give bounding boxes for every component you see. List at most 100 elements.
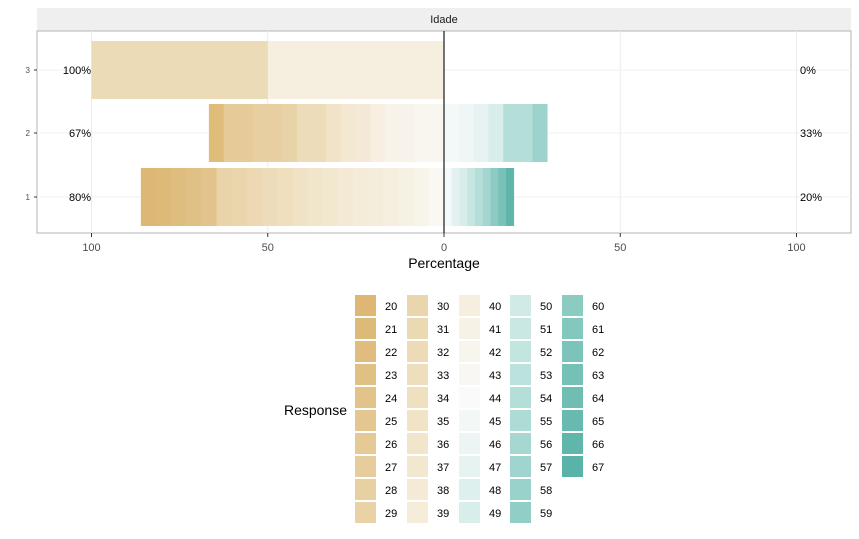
right-percent-label: 20% — [800, 192, 822, 204]
bar-segment-1-26 — [216, 168, 233, 226]
x-tick-label: 100 — [787, 242, 805, 254]
legend-key-29 — [355, 502, 376, 523]
bar-segment-2-30 — [297, 104, 327, 162]
legend-label-38: 38 — [437, 485, 449, 497]
legend-key-41 — [459, 318, 480, 339]
legend-key-44 — [459, 387, 480, 408]
bar-segment-1-66 — [506, 168, 515, 226]
bar-segment-1-30 — [262, 168, 278, 226]
bar-segment-1-52 — [467, 168, 476, 226]
legend-label-65: 65 — [592, 416, 604, 428]
bar-segment-1-27 — [231, 168, 248, 226]
bar-segment-1-21 — [156, 168, 172, 226]
bar-segment-2-41 — [414, 104, 445, 162]
legend-key-28 — [355, 479, 376, 500]
legend-key-26 — [355, 433, 376, 454]
bar-segment-1-33 — [307, 168, 324, 226]
legend-key-30 — [407, 295, 428, 316]
bar-segment-1-47 — [451, 168, 460, 226]
bar-segment-1-60 — [490, 168, 499, 226]
legend-label-61: 61 — [592, 324, 604, 336]
legend-label-53: 53 — [540, 370, 552, 382]
y-axis-ticks: 3 2 1 — [26, 66, 37, 202]
legend-label-28: 28 — [385, 485, 397, 497]
bar-segment-2-21 — [208, 104, 224, 162]
bar-segment-1-20 — [140, 168, 157, 226]
legend-key-49 — [459, 502, 480, 523]
legend-key-43 — [459, 364, 480, 385]
legend-label-60: 60 — [592, 301, 604, 313]
legend-key-65 — [562, 410, 583, 431]
bar-segment-1-63 — [498, 168, 507, 226]
bar-segment-1-54 — [475, 168, 484, 226]
legend-key-37 — [407, 456, 428, 477]
legend-label-51: 51 — [540, 324, 552, 336]
bar-segment-2-34 — [341, 104, 357, 162]
legend-key-51 — [510, 318, 531, 339]
bar-segment-1-23 — [186, 168, 202, 226]
bar-segment-1-37 — [368, 168, 384, 226]
legend-label-58: 58 — [540, 485, 552, 497]
legend-key-56 — [510, 433, 531, 454]
legend-label-54: 54 — [540, 393, 552, 405]
bar-segment-1-41 — [413, 168, 430, 226]
legend-label-67: 67 — [592, 462, 604, 474]
legend-key-60 — [562, 295, 583, 316]
legend-label-48: 48 — [489, 485, 501, 497]
legend-key-35 — [407, 410, 428, 431]
legend-key-61 — [562, 318, 583, 339]
bar-segment-3-30 — [91, 41, 269, 99]
bar-segment-2-28 — [282, 104, 298, 162]
bar-segment-1-31 — [277, 168, 293, 226]
legend-label-66: 66 — [592, 439, 604, 451]
bar-segment-1-24 — [201, 168, 217, 226]
legend-key-36 — [407, 433, 428, 454]
legend-key-67 — [562, 456, 583, 477]
legend-label-25: 25 — [385, 416, 397, 428]
legend-label-22: 22 — [385, 347, 397, 359]
bar-segment-2-48 — [473, 104, 489, 162]
legend-key-66 — [562, 433, 583, 454]
legend-label-26: 26 — [385, 439, 397, 451]
legend-label-21: 21 — [385, 324, 397, 336]
legend-key-20 — [355, 295, 376, 316]
legend-label-59: 59 — [540, 508, 552, 520]
bar-segment-2-45 — [444, 104, 460, 162]
bar-segment-1-22 — [171, 168, 187, 226]
legend-key-54 — [510, 387, 531, 408]
bar-segment-2-25 — [252, 104, 283, 162]
legend-label-27: 27 — [385, 462, 397, 474]
bar-segment-1-49 — [459, 168, 468, 226]
legend-label-63: 63 — [592, 370, 604, 382]
legend-key-31 — [407, 318, 428, 339]
bar-segment-1-32 — [292, 168, 308, 226]
legend-key-47 — [459, 456, 480, 477]
y-tick-label: 1 — [26, 193, 31, 202]
legend-label-31: 31 — [437, 324, 449, 336]
y-tick-label: 2 — [26, 129, 31, 138]
legend-key-40 — [459, 295, 480, 316]
legend-key-52 — [510, 341, 531, 362]
legend-label-23: 23 — [385, 370, 397, 382]
bar-segment-1-45 — [444, 168, 453, 226]
legend-label-55: 55 — [540, 416, 552, 428]
legend-label-40: 40 — [489, 301, 501, 313]
bar-segment-2-32 — [326, 104, 342, 162]
legend-label-32: 32 — [437, 347, 449, 359]
bars-layer — [91, 41, 548, 226]
legend-label-57: 57 — [540, 462, 552, 474]
legend-key-64 — [562, 387, 583, 408]
bar-segment-1-43 — [428, 168, 445, 226]
bar-segment-2-46 — [458, 104, 474, 162]
legend-label-20: 20 — [385, 301, 397, 313]
legend-label-30: 30 — [437, 301, 449, 313]
x-tick-label: 50 — [614, 242, 626, 254]
facet-title: Idade — [430, 14, 458, 26]
legend-label-24: 24 — [385, 393, 397, 405]
legend-label-33: 33 — [437, 370, 449, 382]
legend-label-41: 41 — [489, 324, 501, 336]
bar-segment-2-35 — [355, 104, 371, 162]
bar-segment-2-57 — [532, 104, 548, 162]
legend-key-25 — [355, 410, 376, 431]
legend-key-42 — [459, 341, 480, 362]
